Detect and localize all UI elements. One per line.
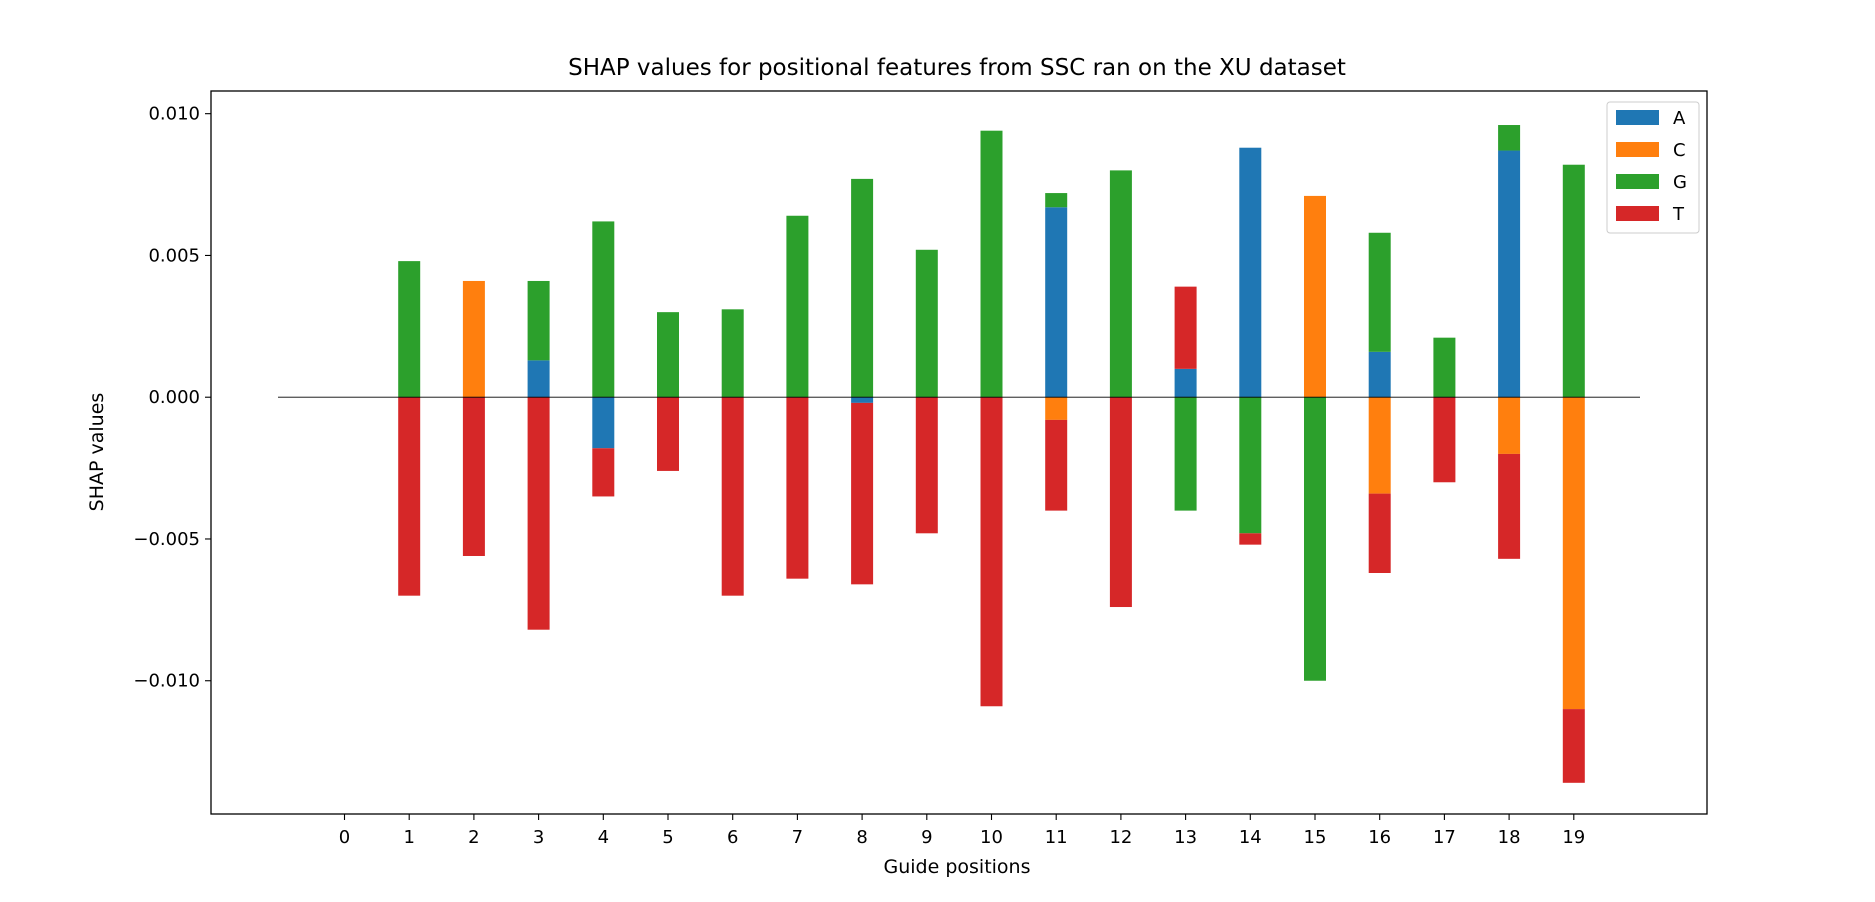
x-tick-label: 9 [921, 827, 932, 848]
legend-label-A: A [1673, 108, 1686, 129]
x-tick-label: 15 [1304, 827, 1327, 848]
bar-pos7-T [786, 397, 809, 579]
bar-pos18-A [1498, 150, 1521, 398]
bar-pos8-G [851, 178, 874, 398]
bar-pos4-G [592, 221, 615, 398]
bar-pos9-T [915, 397, 938, 534]
x-tick-label: 16 [1368, 827, 1391, 848]
bar-pos8-A [851, 397, 874, 403]
bar-pos19-T [1562, 709, 1585, 783]
bar-pos4-T [592, 448, 615, 497]
bar-pos6-T [721, 397, 744, 596]
bar-pos18-C [1498, 397, 1521, 454]
bar-pos7-G [786, 215, 809, 398]
bar-pos16-A [1368, 351, 1391, 398]
bar-pos19-C [1562, 397, 1585, 710]
legend-label-G: G [1673, 172, 1687, 193]
x-tick-label: 0 [339, 827, 350, 848]
bar-pos3-A [527, 360, 550, 398]
y-axis: 0.010 0.005 0.000 −0.005 −0.010 [133, 104, 211, 692]
x-tick-label: 4 [598, 827, 609, 848]
bar-pos6-G [721, 309, 744, 398]
bar-pos14-T [1239, 533, 1262, 545]
x-tick-label: 8 [856, 827, 867, 848]
x-axis: 0 1 2 3 4 5 6 7 8 9 10 11 12 13 14 15 16 17 18 19 [339, 814, 1585, 848]
legend-swatch-A [1616, 110, 1659, 125]
bar-pos14-A [1239, 147, 1262, 398]
bar-pos15-C [1304, 195, 1326, 398]
y-tick-label: 0.005 [148, 245, 200, 266]
bar-pos11-G [1045, 193, 1068, 208]
x-axis-title: Guide positions [884, 856, 1031, 878]
x-tick-label: 18 [1498, 827, 1521, 848]
y-tick-label: 0.010 [148, 104, 200, 125]
y-axis-title: SHAP values [86, 393, 108, 512]
x-tick-label: 14 [1239, 827, 1262, 848]
x-tick-label: 1 [403, 827, 414, 848]
x-tick-label: 11 [1045, 827, 1068, 848]
x-tick-label: 10 [980, 827, 1003, 848]
y-tick-label: 0.000 [148, 387, 200, 408]
bars-layer [398, 125, 1585, 783]
bar-pos2-C [462, 280, 485, 398]
bar-pos16-C [1368, 397, 1391, 494]
x-tick-label: 5 [662, 827, 673, 848]
legend-swatch-C [1616, 142, 1659, 157]
bar-pos3-G [527, 280, 550, 361]
bar-pos15-G [1304, 397, 1326, 681]
bar-pos1-G [398, 261, 421, 398]
bar-pos17-T [1433, 397, 1456, 483]
bar-pos19-G [1562, 164, 1585, 398]
bar-pos5-G [657, 312, 679, 398]
legend-label-C: C [1673, 140, 1686, 161]
bar-pos16-G [1368, 232, 1391, 352]
legend-label-T: T [1672, 204, 1685, 225]
bar-pos14-G [1239, 397, 1262, 534]
bar-pos13-A [1174, 368, 1197, 398]
x-tick-label: 6 [727, 827, 738, 848]
bar-pos13-T [1174, 286, 1197, 369]
bar-pos11-T [1045, 419, 1068, 511]
bar-pos17-G [1433, 337, 1456, 398]
bar-pos10-T [980, 397, 1003, 707]
bar-pos18-T [1498, 453, 1521, 559]
bar-pos5-T [657, 397, 679, 471]
legend-swatch-T [1616, 206, 1659, 221]
bar-pos11-C [1045, 397, 1068, 420]
x-tick-label: 7 [792, 827, 803, 848]
bar-pos3-T [527, 397, 550, 630]
bar-pos16-T [1368, 493, 1391, 573]
x-tick-label: 3 [533, 827, 544, 848]
legend-box [1606, 101, 1700, 234]
plot-frame [210, 90, 1708, 815]
bar-pos11-A [1045, 207, 1068, 398]
bar-pos2-T [462, 397, 485, 556]
chart-title: SHAP values for positional features from… [568, 55, 1346, 81]
x-tick-label: 2 [468, 827, 479, 848]
x-tick-label: 19 [1562, 827, 1585, 848]
bar-pos10-G [980, 130, 1003, 398]
bar-pos1-T [398, 397, 421, 596]
y-tick-label: −0.010 [133, 671, 200, 692]
bar-pos12-G [1109, 170, 1132, 398]
bar-pos12-T [1109, 397, 1132, 608]
bar-pos4-A [592, 397, 615, 449]
x-tick-label: 12 [1109, 827, 1132, 848]
y-tick-label: −0.005 [133, 529, 200, 550]
legend-swatch-G [1616, 174, 1659, 189]
x-tick-label: 17 [1433, 827, 1456, 848]
bar-pos8-T [851, 402, 874, 585]
bar-pos13-G [1174, 397, 1197, 511]
bar-pos9-G [915, 249, 938, 398]
x-tick-label: 13 [1174, 827, 1197, 848]
bar-pos18-G [1498, 125, 1521, 151]
